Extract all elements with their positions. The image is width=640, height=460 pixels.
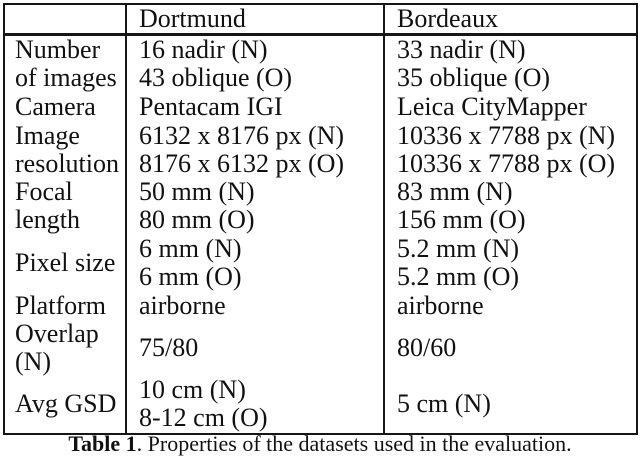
cell-line: 35 oblique (O) <box>397 63 551 93</box>
header-dortmund: Dortmund <box>125 4 385 36</box>
datasets-table: Dortmund Bordeaux Number of images 16 nadi… <box>3 3 638 435</box>
bordeaux-value-cell: 33 nadir (N) 35 oblique (O) <box>383 34 638 93</box>
cell-line: 5.2 mm (O) <box>397 261 520 291</box>
cell-line: 10336 x 7788 px (O) <box>397 148 616 178</box>
table-body: Number of images 16 nadir (N) 43 oblique (O… <box>3 34 638 434</box>
bordeaux-value-cell: 83 mm (N) 156 mm (O) <box>383 177 638 234</box>
bordeaux-value-cell: airborne <box>383 291 638 320</box>
cell-line: Camera <box>15 92 96 121</box>
cell-line: 80/60 <box>397 332 457 362</box>
cell-line: 43 oblique (O) <box>139 63 293 93</box>
table-caption: Table 1. Properties of the datasets used… <box>0 431 640 457</box>
table-row: Image resolution 6132 x 8176 px (N) 8176 x … <box>3 121 638 178</box>
cell-line: 5 cm (N) <box>397 389 491 418</box>
dortmund-value-cell: 50 mm (N) 80 mm (O) <box>125 177 385 234</box>
table-row: Avg GSD 10 cm (N) 8-12 cm (O) 5 cm (N) <box>3 375 638 434</box>
table-row: Overlap (N) 75/80 80/60 <box>3 319 638 376</box>
header-empty-cell <box>3 4 127 36</box>
cell-line: of images <box>15 63 117 93</box>
cell-line: 80 mm (O) <box>139 204 255 234</box>
cell-line: Platform <box>15 291 106 320</box>
cell-line: Number <box>15 35 101 65</box>
cell-line: 6 mm (O) <box>139 261 242 291</box>
bordeaux-value-cell: 5.2 mm (N) 5.2 mm (O) <box>383 233 638 292</box>
cell-line: Overlap <box>15 319 99 348</box>
cell-line: 8176 x 6132 px (O) <box>139 148 345 178</box>
cell-line: airborne <box>397 291 484 320</box>
dortmund-value-cell: 16 nadir (N) 43 oblique (O) <box>125 34 385 93</box>
cell-line: Avg GSD <box>15 389 117 418</box>
cell-line: 10336 x 7788 px (N) <box>397 121 616 150</box>
bordeaux-value-cell: 5 cm (N) <box>383 375 638 434</box>
cell-line: Leica CityMapper <box>397 92 587 121</box>
cell-line: Focal <box>15 177 73 206</box>
cell-line: 33 nadir (N) <box>397 35 526 65</box>
cell-line: 8-12 cm (O) <box>139 403 268 432</box>
bordeaux-value-cell: 10336 x 7788 px (N) 10336 x 7788 px (O) <box>383 121 638 178</box>
dortmund-value-cell: 75/80 <box>125 319 385 376</box>
cell-line: 50 mm (N) <box>139 177 255 206</box>
cell-line: 156 mm (O) <box>397 204 526 234</box>
cell-line: airborne <box>139 291 226 320</box>
row-label-cell: Camera <box>3 92 127 122</box>
row-label-cell: Avg GSD <box>3 375 127 434</box>
caption-text: . Properties of the datasets used in the… <box>136 431 572 456</box>
table-row: Camera Pentacam IGI Leica CityMapper <box>3 92 638 122</box>
cell-line: length <box>15 204 80 234</box>
cell-line: Pixel size <box>15 247 116 277</box>
table-row: Pixel size 6 mm (N) 6 mm (O) 5.2 mm (N) 5.2 … <box>3 233 638 292</box>
cell-line: 6 mm (N) <box>139 233 242 263</box>
bordeaux-value-cell: 80/60 <box>383 319 638 376</box>
dortmund-value-cell: airborne <box>125 291 385 320</box>
cell-line: 16 nadir (N) <box>139 35 268 65</box>
row-label-cell: Pixel size <box>3 233 127 292</box>
row-label-cell: Focal length <box>3 177 127 234</box>
cell-line: 10 cm (N) <box>139 375 246 404</box>
row-label-cell: Image resolution <box>3 121 127 178</box>
bordeaux-value-cell: Leica CityMapper <box>383 92 638 122</box>
dortmund-value-cell: 6 mm (N) 6 mm (O) <box>125 233 385 292</box>
cell-line: 83 mm (N) <box>397 177 513 206</box>
row-label-cell: Number of images <box>3 34 127 93</box>
row-label-cell: Platform <box>3 291 127 320</box>
table-row: Platform airborne airborne <box>3 291 638 320</box>
caption-number: Table 1 <box>68 431 137 456</box>
header-row: Dortmund Bordeaux <box>3 4 638 36</box>
row-label-cell: Overlap (N) <box>3 319 127 376</box>
cell-line: Pentacam IGI <box>139 92 283 121</box>
dortmund-value-cell: 6132 x 8176 px (N) 8176 x 6132 px (O) <box>125 121 385 178</box>
table-row: Focal length 50 mm (N) 80 mm (O) 83 mm (N) 15… <box>3 177 638 234</box>
cell-line: 5.2 mm (N) <box>397 233 520 263</box>
dortmund-value-cell: Pentacam IGI <box>125 92 385 122</box>
cell-line: (N) <box>15 346 52 376</box>
cell-line: Image <box>15 121 80 150</box>
table-row: Number of images 16 nadir (N) 43 oblique (O… <box>3 34 638 93</box>
header-bordeaux: Bordeaux <box>383 4 638 36</box>
cell-line: 6132 x 8176 px (N) <box>139 121 345 150</box>
cell-line: resolution <box>15 148 119 178</box>
dortmund-value-cell: 10 cm (N) 8-12 cm (O) <box>125 375 385 434</box>
cell-line: 75/80 <box>139 332 199 362</box>
